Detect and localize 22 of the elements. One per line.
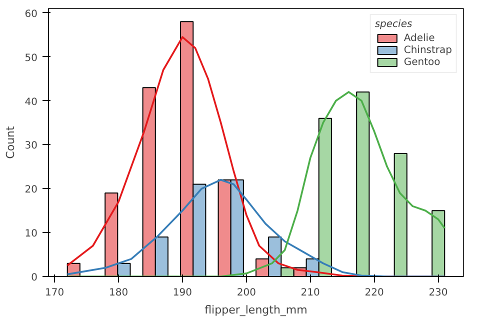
y-tick-label: 30: [24, 140, 38, 152]
x-tick-label: 190: [172, 288, 192, 298]
x-tick-label: 200: [236, 288, 256, 298]
y-tick-label: 40: [24, 96, 38, 108]
x-axis-title: flipper_length_mm: [204, 304, 308, 316]
y-tick-label: 50: [24, 52, 38, 64]
x-tick-label: 210: [300, 288, 320, 298]
line-series: [66, 178, 446, 276]
y-tick-label: 10: [24, 228, 38, 240]
y-tick-label: 20: [24, 184, 38, 196]
legend-title: species: [374, 19, 414, 30]
y-tick-label: 0: [31, 272, 38, 284]
legend-label: Adelie: [404, 32, 435, 44]
y-tick-label: 60: [24, 8, 38, 20]
line-series: [66, 91, 446, 276]
legend-label: Gentoo: [404, 56, 440, 68]
x-tick-label: 230: [428, 288, 448, 298]
x-tick-label: 180: [108, 288, 128, 298]
y-axis-title: Count: [4, 125, 17, 159]
legend-label: Chinstrap: [404, 44, 452, 56]
x-tick-label: 170: [45, 288, 64, 298]
x-tick-label: 220: [364, 288, 384, 298]
